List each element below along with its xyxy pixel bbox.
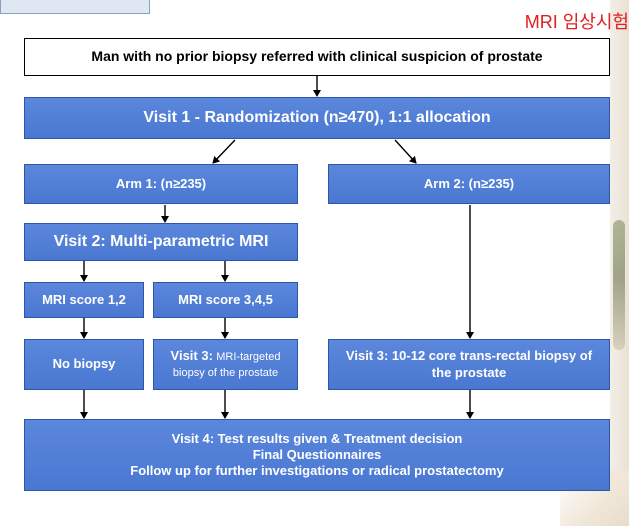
no-biopsy-text: No biopsy: [52, 356, 116, 372]
visit3-mri-text: Visit 3: MRI-targeted biopsy of the pros…: [158, 348, 293, 381]
visit3-mri-prefix: Visit 3:: [170, 348, 213, 364]
visit1-box: Visit 1 - Randomization (n≥470), 1:1 all…: [24, 97, 610, 139]
visit3-mri-box: Visit 3: MRI-targeted biopsy of the pros…: [153, 339, 298, 390]
no-biopsy-box: No biopsy: [24, 339, 144, 390]
visit4-line3: Follow up for further investigations or …: [130, 463, 504, 479]
arrow-visit1-arm2: [394, 139, 417, 164]
visit2-text: Visit 2: Multi-parametric MRI: [53, 233, 269, 250]
background-photo-strip: [610, 0, 629, 526]
slide-title: MRI 임상시험: [524, 12, 629, 32]
mri-score-high-text: MRI score 3,4,5: [178, 291, 273, 307]
arrow-visit1-arm1: [212, 139, 236, 164]
visit4-line1: Visit 4: Test results given & Treatment …: [171, 430, 463, 446]
mri-score-low-box: MRI score 1,2: [24, 282, 144, 318]
mri-score-low-text: MRI score 1,2: [42, 291, 126, 307]
visit4-box: Visit 4: Test results given & Treatment …: [24, 419, 610, 491]
visit3-trus-box: Visit 3: 10-12 core trans-rectal biopsy …: [328, 339, 610, 390]
arm1-box: Arm 1: (n≥235): [24, 164, 298, 204]
visit3-mri-rest: MRI-targeted biopsy of the prostate: [172, 351, 281, 379]
arm2-text: Arm 2: (n≥235): [423, 175, 515, 191]
mri-score-high-box: MRI score 3,4,5: [153, 282, 298, 318]
slide-thumbnail-edge: [0, 0, 150, 14]
visit1-text: Visit 1 - Randomization (n≥470), 1:1 all…: [143, 109, 491, 126]
visit3-trus-text: Visit 3: 10-12 core trans-rectal biopsy …: [345, 348, 593, 380]
referral-text: Man with no prior biopsy referred with c…: [91, 48, 543, 65]
visit2-box: Visit 2: Multi-parametric MRI: [24, 223, 298, 261]
referral-box: Man with no prior biopsy referred with c…: [24, 38, 610, 76]
arm1-text: Arm 1: (n≥235): [115, 175, 207, 191]
arm2-box: Arm 2: (n≥235): [328, 164, 610, 204]
plant-decoration: [613, 220, 625, 350]
visit4-line2: Final Questionnaires: [252, 446, 382, 462]
